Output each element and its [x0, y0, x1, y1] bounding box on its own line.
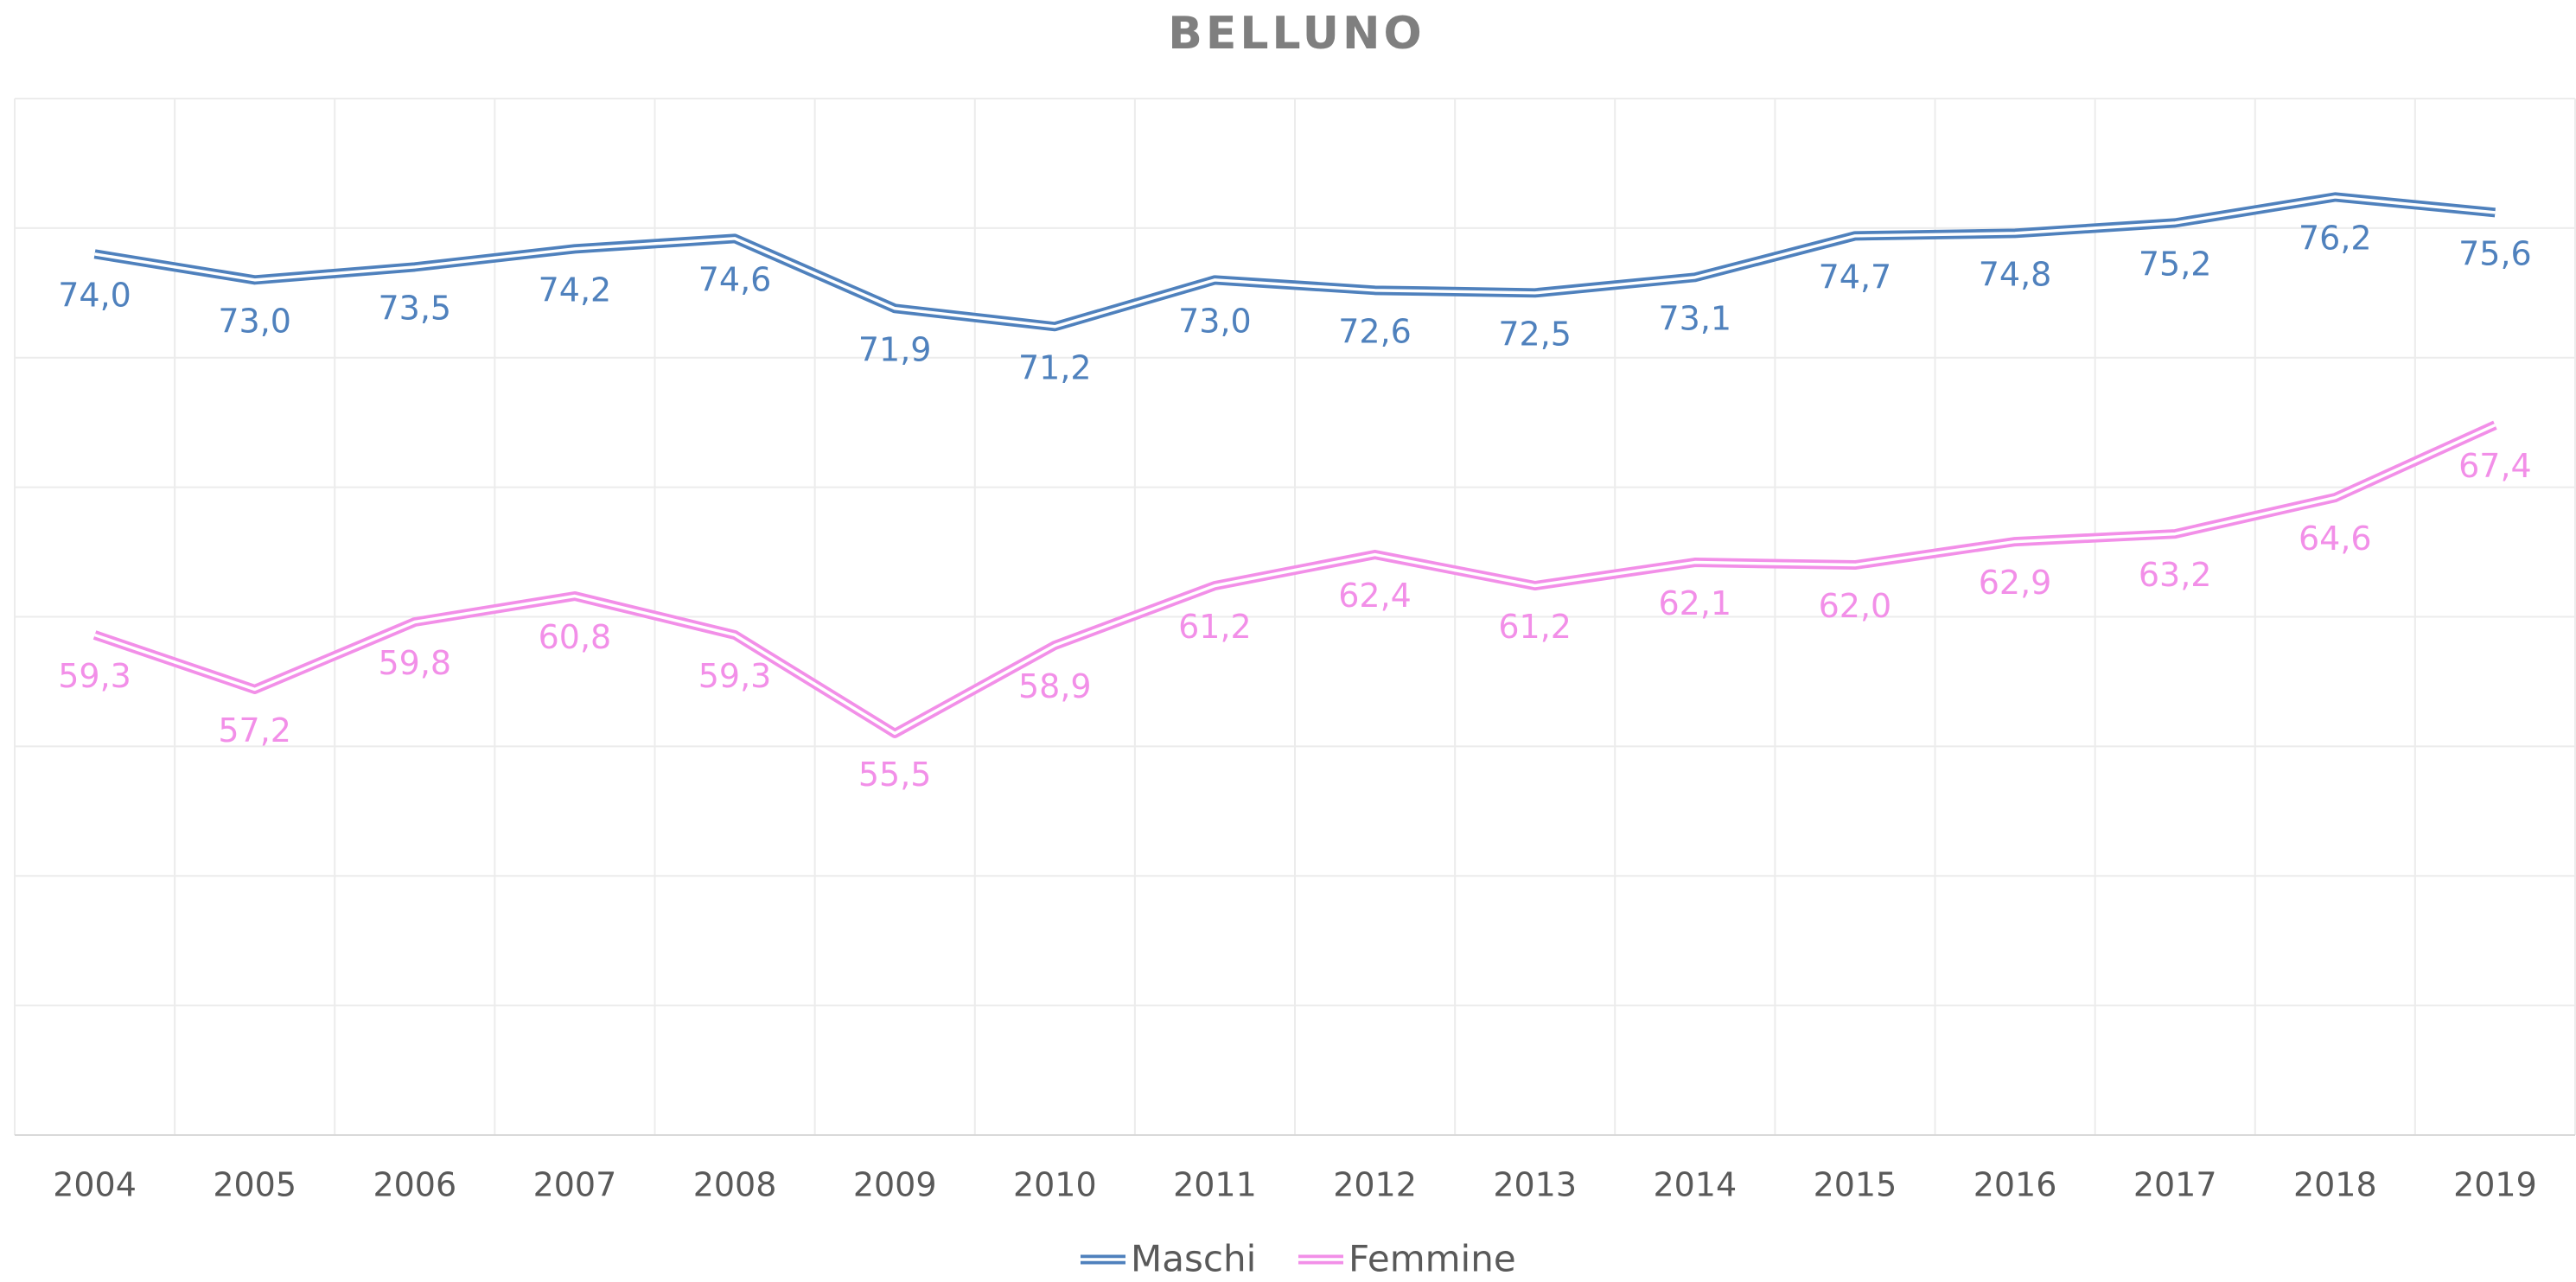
- data-label: 57,2: [218, 711, 291, 749]
- x-tick-label: 2013: [1493, 1166, 1577, 1204]
- x-tick-label: 2005: [213, 1166, 296, 1204]
- data-label: 59,3: [698, 657, 772, 695]
- legend-label: Maschi: [1131, 1238, 1256, 1280]
- legend-label: Femmine: [1349, 1238, 1516, 1280]
- data-label: 63,2: [2139, 556, 2212, 594]
- x-tick-label: 2009: [853, 1166, 937, 1204]
- data-label: 64,6: [2299, 520, 2372, 558]
- data-label: 75,6: [2458, 234, 2532, 272]
- data-label: 67,4: [2458, 447, 2532, 485]
- data-label: 62,9: [1979, 564, 2052, 602]
- data-label: 71,9: [858, 330, 932, 368]
- x-tick-label: 2017: [2133, 1166, 2217, 1204]
- chart-title: BELLUNO: [1168, 8, 1425, 60]
- data-label: 75,2: [2139, 245, 2212, 283]
- data-label: 72,6: [1338, 312, 1412, 350]
- data-label: 62,4: [1338, 577, 1412, 615]
- x-tick-label: 2007: [533, 1166, 617, 1204]
- x-tick-label: 2011: [1173, 1166, 1257, 1204]
- x-tick-label: 2014: [1653, 1166, 1737, 1204]
- data-label: 55,5: [858, 756, 932, 794]
- data-label: 73,0: [218, 302, 291, 340]
- data-label: 74,0: [58, 276, 131, 314]
- data-label: 76,2: [2299, 219, 2372, 257]
- data-label: 60,8: [539, 618, 612, 656]
- x-tick-label: 2019: [2453, 1166, 2537, 1204]
- x-tick-label: 2004: [53, 1166, 137, 1204]
- data-label: 73,0: [1178, 302, 1252, 340]
- x-tick-label: 2016: [1973, 1166, 2057, 1204]
- x-tick-label: 2008: [693, 1166, 777, 1204]
- data-label: 62,1: [1659, 584, 1732, 622]
- data-label: 74,7: [1819, 258, 1892, 296]
- data-label: 71,2: [1018, 348, 1092, 386]
- x-tick-label: 2006: [373, 1166, 456, 1204]
- x-tick-label: 2018: [2293, 1166, 2377, 1204]
- series-line-inner: [94, 195, 2496, 328]
- data-label: 74,6: [698, 260, 772, 298]
- series-line-inner: [93, 424, 2496, 736]
- data-label: 72,5: [1498, 315, 1572, 353]
- data-label: 74,2: [539, 271, 612, 309]
- data-label: 73,5: [379, 289, 452, 327]
- x-tick-label: 2012: [1333, 1166, 1417, 1204]
- data-label: 74,8: [1979, 255, 2052, 293]
- data-label: 59,3: [58, 657, 131, 695]
- x-tick-label: 2015: [1814, 1166, 1897, 1204]
- data-label: 58,9: [1018, 667, 1092, 705]
- data-label: 61,2: [1178, 608, 1252, 646]
- data-label: 62,0: [1819, 587, 1892, 625]
- data-label: 73,1: [1659, 299, 1732, 337]
- data-label: 61,2: [1498, 608, 1572, 646]
- x-tick-label: 2010: [1013, 1166, 1097, 1204]
- data-label: 59,8: [379, 644, 452, 682]
